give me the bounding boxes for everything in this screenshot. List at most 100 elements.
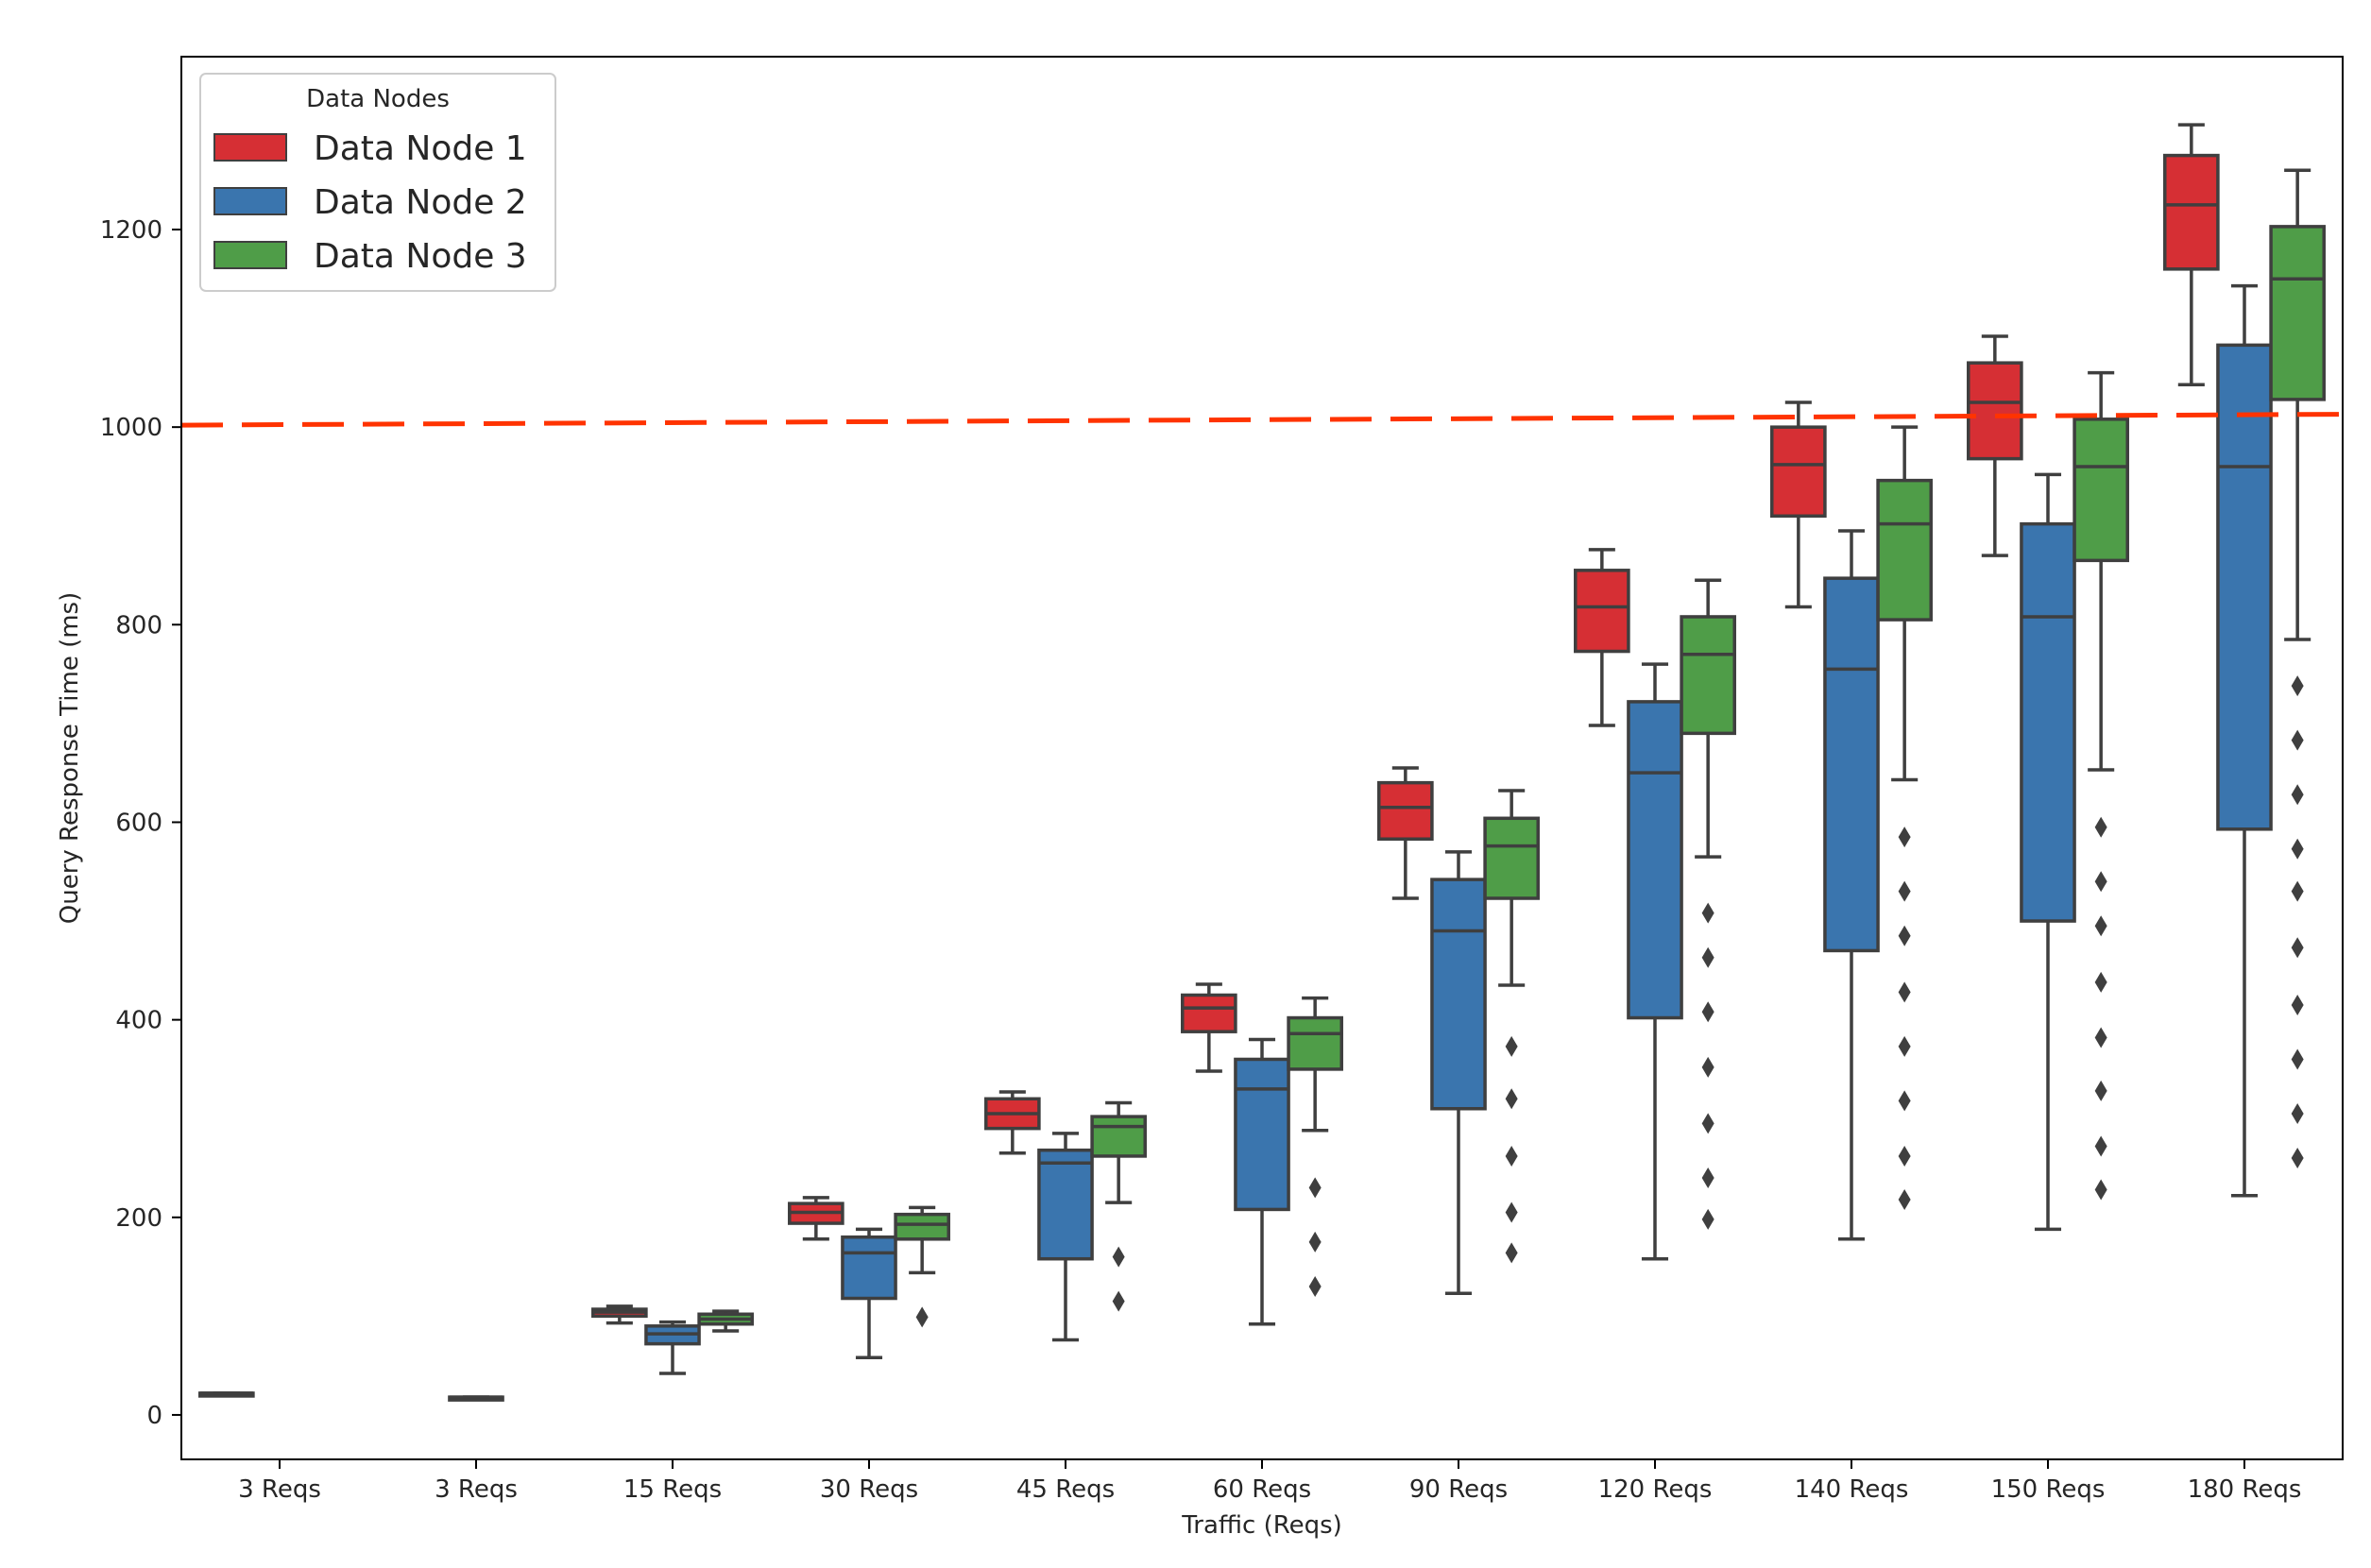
box-node3-90-reqs-6 <box>1483 789 1540 1264</box>
outlier-point <box>2291 994 2304 1015</box>
box-iqr <box>1680 615 1736 736</box>
box-node3-15-reqs-2 <box>697 1309 754 1333</box>
outlier-point <box>1898 981 1911 1003</box>
legend-title: Data Nodes <box>306 85 450 113</box>
legend: Data Nodes Data Node 1 Data Node 2 Data Nod… <box>199 73 556 292</box>
box-iqr <box>2072 418 2129 563</box>
outlier-point <box>1898 925 1911 946</box>
outlier-point <box>1701 1001 1714 1023</box>
outlier-point <box>1898 1035 1911 1057</box>
x-tick-label: 140 Reqs <box>1795 1475 1909 1504</box>
box-iqr <box>2216 343 2273 831</box>
box-node2-3-reqs-1 <box>448 1395 504 1402</box>
series-2 <box>448 283 2273 1402</box>
outlier-point <box>1505 1088 1518 1110</box>
y-tick-label: 600 <box>115 809 162 837</box>
outlier-point <box>1898 1145 1911 1167</box>
outlier-point <box>2094 816 2107 838</box>
box-iqr <box>841 1235 897 1301</box>
box-iqr <box>1234 1057 1290 1212</box>
box-iqr <box>1876 478 1933 622</box>
box-node1-30-reqs-3 <box>788 1196 844 1241</box>
outlier-point <box>2291 838 2304 860</box>
legend-label-node-2: Data Node 2 <box>314 183 527 222</box>
outlier-point <box>1308 1275 1322 1297</box>
outlier-point <box>2094 971 2107 993</box>
box-node2-140-reqs-8 <box>1823 529 1880 1241</box>
outlier-point <box>2291 675 2304 697</box>
outlier-point <box>2291 1102 2304 1124</box>
legend-label-node-1: Data Node 1 <box>314 129 527 168</box>
box-node1-180-reqs-10 <box>2163 123 2220 386</box>
box-node3-140-reqs-8 <box>1876 425 1933 1210</box>
outlier-point <box>2291 784 2304 806</box>
x-tick-label: 3 Reqs <box>238 1475 321 1504</box>
box-node1-45-reqs-4 <box>984 1090 1041 1155</box>
outlier-point <box>2094 1179 2107 1201</box>
box-node2-90-reqs-6 <box>1430 850 1487 1296</box>
box-node2-15-reqs-2 <box>644 1320 701 1375</box>
outlier-point <box>1898 1188 1911 1210</box>
box-node1-150-reqs-9 <box>1967 334 2023 557</box>
box-node3-120-reqs-7 <box>1680 578 1736 1230</box>
x-tick-label: 90 Reqs <box>1409 1475 1508 1504</box>
x-tick-label: 15 Reqs <box>623 1475 722 1504</box>
outlier-point <box>1701 1056 1714 1078</box>
outlier-point <box>2094 1135 2107 1157</box>
outlier-point <box>1898 827 1911 848</box>
box-node1-90-reqs-6 <box>1377 766 1434 900</box>
outlier-point <box>1308 1231 1322 1253</box>
x-tick-label: 180 Reqs <box>2188 1475 2302 1504</box>
series-3 <box>697 168 2326 1333</box>
outlier-point <box>2291 880 2304 902</box>
y-tick-label: 1200 <box>100 216 162 245</box>
legend-box <box>199 73 556 292</box>
outlier-point <box>1701 946 1714 968</box>
outlier-point <box>2291 1048 2304 1070</box>
outlier-point <box>2094 1027 2107 1048</box>
outlier-point <box>915 1306 929 1328</box>
y-tick-label: 800 <box>115 611 162 639</box>
box-iqr <box>2163 153 2220 271</box>
box-iqr <box>1037 1148 1094 1261</box>
box-node1-3-reqs-0 <box>198 1391 255 1398</box>
outlier-point <box>2291 729 2304 751</box>
outlier-point <box>1701 902 1714 924</box>
outlier-point <box>1505 1242 1518 1264</box>
box-node3-45-reqs-4 <box>1090 1100 1147 1312</box>
outlier-point <box>2094 871 2107 893</box>
outlier-point <box>1701 1167 1714 1188</box>
outlier-point <box>1701 1208 1714 1230</box>
legend-label-node-3: Data Node 3 <box>314 237 527 276</box>
box-node3-150-reqs-9 <box>2072 370 2129 1201</box>
box-node2-150-reqs-9 <box>2020 472 2076 1232</box>
box-node2-30-reqs-3 <box>841 1227 897 1360</box>
x-tick-label: 3 Reqs <box>435 1475 518 1504</box>
box-iqr <box>2020 521 2076 923</box>
box-node1-60-reqs-5 <box>1181 982 1237 1073</box>
outlier-point <box>1308 1177 1322 1199</box>
box-iqr <box>1823 576 1880 953</box>
outlier-point <box>2094 1080 2107 1101</box>
outlier-point <box>2291 1148 2304 1169</box>
axes: 0 200 400 600 800 1000 1200 3 Reqs 3 Reqs 15 Reqs… <box>56 56 2344 1540</box>
box-node1-15-reqs-2 <box>591 1304 648 1325</box>
legend-swatch-node-3 <box>213 241 287 269</box>
box-iqr <box>1574 569 1630 654</box>
box-iqr <box>1770 425 1827 519</box>
y-tick-label: 400 <box>115 1007 162 1035</box>
plot-area <box>180 123 2344 1402</box>
x-tick-label: 150 Reqs <box>1991 1475 2106 1504</box>
box-iqr <box>2269 225 2326 401</box>
x-tick-label: 45 Reqs <box>1016 1475 1115 1504</box>
box-node3-30-reqs-3 <box>894 1205 950 1328</box>
outlier-point <box>1898 1090 1911 1112</box>
box-iqr <box>1090 1115 1147 1158</box>
series-1 <box>198 123 2220 1398</box>
y-tick-label: 0 <box>146 1402 162 1430</box>
box-iqr <box>1430 878 1487 1111</box>
box-node2-120-reqs-7 <box>1627 662 1683 1261</box>
box-node3-60-reqs-5 <box>1287 996 1343 1297</box>
box-iqr <box>894 1212 950 1241</box>
